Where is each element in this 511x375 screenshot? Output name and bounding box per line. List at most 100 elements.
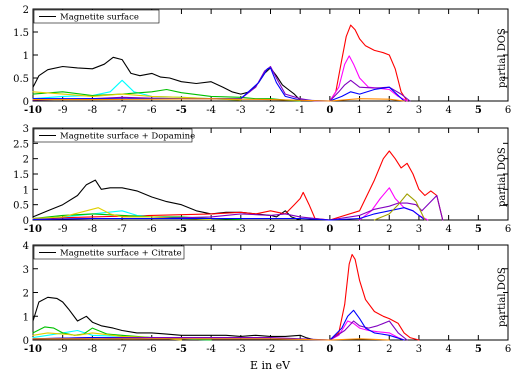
legend-label: Magnetite surface + Citrate <box>60 249 182 259</box>
panel-magnetite-dopamine: 00.511.522.53 -10 -9 -8 -7 -6 -5 -4 -3 -2 -1 0 1 2 3 4… <box>13 124 511 235</box>
x-tick-label: -1 <box>295 344 305 355</box>
legend-label: Magnetite surface <box>60 13 139 23</box>
x-tick-label: -5 <box>176 224 187 235</box>
series-line <box>32 338 390 341</box>
y-axis-ticks: 0 0.5 1 1.5 2 2.5 3 <box>13 124 508 227</box>
y-tick-label: 1 <box>23 185 29 196</box>
x-tick-label: 2 <box>386 344 392 355</box>
series-line <box>32 179 301 221</box>
x-tick-label: -9 <box>58 224 68 235</box>
series-line <box>329 253 420 341</box>
y-tick-label: 1.5 <box>13 28 29 39</box>
x-tick-label: 3 <box>416 105 422 116</box>
x-tick-label: 4 <box>445 224 451 235</box>
x-tick-label: 2 <box>386 105 392 116</box>
x-tick-label: 5 <box>475 344 482 355</box>
y-tick-label: 1.5 <box>13 170 29 181</box>
x-tick-label: 2 <box>386 224 392 235</box>
series-line <box>329 55 408 102</box>
x-tick-label: -7 <box>117 105 127 116</box>
right-axis-label: partial DOS <box>497 267 508 327</box>
right-axis-label: partial DOS <box>497 147 508 207</box>
x-tick-label: -3 <box>236 224 246 235</box>
x-tick-label: -9 <box>58 344 68 355</box>
x-tick-label: 6 <box>505 224 511 235</box>
y-tick-label: 2 <box>23 289 29 300</box>
x-tick-label: -4 <box>206 344 216 355</box>
x-tick-label: -5 <box>176 344 187 355</box>
series-line <box>32 194 444 221</box>
x-tick-label: 1 <box>356 105 362 116</box>
y-tick-label: 2 <box>23 5 29 16</box>
series-group <box>32 24 411 102</box>
x-tick-label: 3 <box>416 224 422 235</box>
y-tick-label: 0 <box>23 216 29 227</box>
x-tick-label: -10 <box>24 344 42 355</box>
y-tick-label: 0.5 <box>13 74 29 85</box>
x-tick-label: 0 <box>326 344 333 355</box>
x-tick-label: -6 <box>147 344 157 355</box>
y-axis-ticks: 0 1 2 3 4 <box>23 241 508 347</box>
x-tick-label: -10 <box>24 105 42 116</box>
series-line <box>329 24 408 102</box>
x-tick-label: -2 <box>266 344 276 355</box>
y-tick-label: 0 <box>23 97 29 108</box>
x-tick-label: 5 <box>475 105 482 116</box>
series-line <box>32 207 426 221</box>
y-tick-label: 1 <box>23 51 29 62</box>
x-tick-label: 6 <box>505 344 511 355</box>
x-tick-label: -2 <box>266 224 276 235</box>
series-line <box>32 98 405 102</box>
y-tick-label: 0 <box>23 336 29 347</box>
x-tick-label: -1 <box>295 105 305 116</box>
series-line <box>32 150 444 221</box>
x-tick-label: -6 <box>147 224 157 235</box>
series-group <box>32 253 420 341</box>
y-tick-label: 2 <box>23 155 29 166</box>
x-axis-ticks: -10 -9 -8 -7 -6 -5 -4 -3 -2 -1 0 1 2 3 4 5 6 <box>24 128 511 235</box>
x-tick-label: -8 <box>88 344 98 355</box>
y-tick-label: 1 <box>23 312 29 323</box>
y-tick-label: 2.5 <box>13 139 29 150</box>
series-group <box>32 150 444 221</box>
x-tick-label: 0 <box>326 105 333 116</box>
y-tick-label: 3 <box>23 265 29 276</box>
x-tick-label: -10 <box>24 224 42 235</box>
x-tick-label: -8 <box>88 224 98 235</box>
right-axis-label: partial DOS <box>497 28 508 88</box>
x-tick-label: -2 <box>266 105 276 116</box>
x-tick-label: 1 <box>356 344 362 355</box>
y-tick-label: 4 <box>23 241 29 252</box>
x-tick-label: -9 <box>58 105 68 116</box>
x-tick-label: -7 <box>117 224 127 235</box>
x-tick-label: -3 <box>236 344 246 355</box>
x-axis-label: E in eV <box>250 359 291 372</box>
x-tick-label: 6 <box>505 105 511 116</box>
series-line <box>329 320 405 341</box>
x-tick-label: 5 <box>475 224 482 235</box>
series-line <box>32 296 316 341</box>
legend-box <box>33 128 193 143</box>
x-tick-label: 1 <box>356 224 362 235</box>
series-line <box>32 88 301 102</box>
legend-box <box>33 9 160 24</box>
x-tick-label: 3 <box>416 344 422 355</box>
x-tick-label: -1 <box>295 224 305 235</box>
y-axis-ticks: 0 0.5 1 1.5 2 <box>13 5 508 108</box>
series-line <box>32 320 408 341</box>
x-tick-label: -3 <box>236 105 246 116</box>
x-tick-label: -5 <box>176 105 187 116</box>
legend-box <box>33 245 185 260</box>
x-tick-label: 4 <box>445 105 451 116</box>
x-tick-label: -4 <box>206 224 216 235</box>
y-tick-label: 3 <box>23 124 29 135</box>
x-tick-label: -8 <box>88 105 98 116</box>
x-tick-label: 4 <box>445 344 451 355</box>
panel-magnetite-surface: 00.511.52 -10 -9 -8 -7 -6 -5 -4 -3 -2 -1 0 1 2 3 4 5 6 M… <box>13 5 511 116</box>
x-tick-label: -7 <box>117 344 127 355</box>
series-line <box>373 193 426 221</box>
y-tick-label: 0.5 <box>13 201 29 212</box>
x-tick-label: -4 <box>206 105 216 116</box>
